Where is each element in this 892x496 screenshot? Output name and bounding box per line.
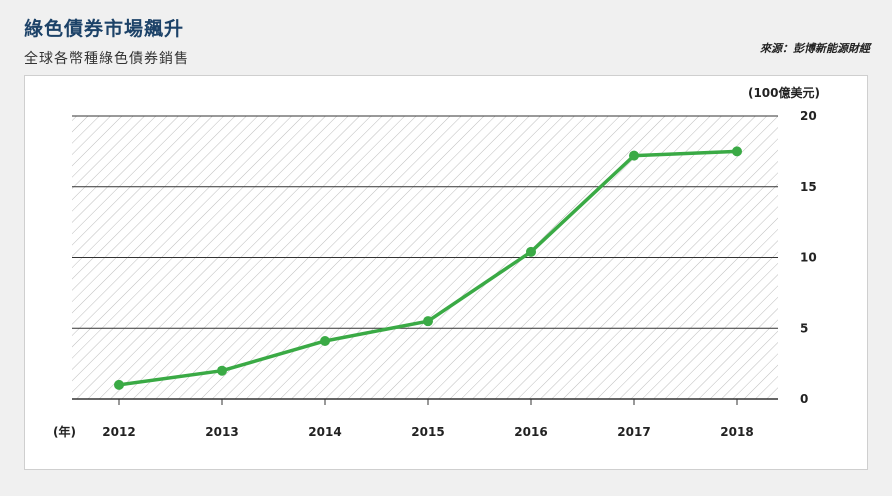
y-tick-label-20: 20 [800, 109, 817, 123]
data-point-2012 [114, 379, 124, 390]
x-tick-label-2016: 2016 [514, 425, 547, 439]
y-tick-label-0: 0 [800, 392, 808, 406]
x-tick-label-2018: 2018 [720, 425, 753, 439]
source-note: 來源：彭博新能源財經 [760, 42, 870, 55]
y-axis-ticks: 0 5 10 15 20 [800, 109, 817, 406]
y-tick-label-15: 15 [800, 180, 817, 194]
x-tick-label-2012: 2012 [102, 425, 135, 439]
gridlines [72, 115, 778, 400]
y-tick-label-10: 10 [800, 251, 817, 265]
y-axis-label: (100億美元) [748, 85, 820, 100]
series-line-group [114, 146, 742, 390]
chart-title: 綠色債券市場飆升 [24, 18, 185, 40]
data-point-2016 [526, 246, 536, 257]
x-axis-ticks: 2012 2013 2014 2015 2016 2017 2018 [102, 399, 754, 439]
chart-subtitle: 全球各幣種綠色債券銷售 [24, 51, 189, 67]
x-tick-label-2014: 2014 [308, 425, 341, 439]
x-tick-label-2017: 2017 [617, 425, 650, 439]
y-tick-label-5: 5 [800, 321, 808, 335]
data-point-2018 [732, 146, 742, 157]
x-axis-label: (年) [53, 424, 76, 439]
x-tick-label-2015: 2015 [411, 425, 444, 439]
data-point-2013 [217, 365, 227, 376]
data-point-2014 [320, 335, 330, 346]
data-point-2015 [423, 316, 433, 327]
data-point-2017 [629, 150, 639, 161]
x-tick-label-2013: 2013 [205, 425, 238, 439]
